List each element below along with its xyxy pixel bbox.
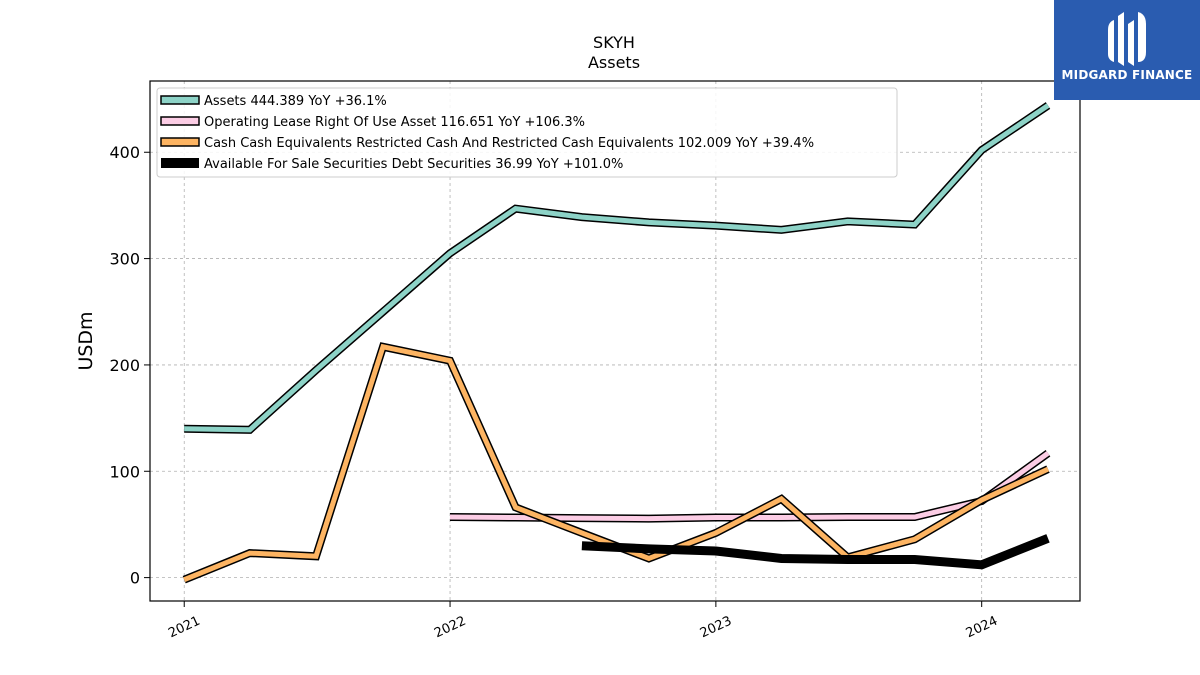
- midgard-mh-logo-icon: [1108, 12, 1146, 66]
- x-tick-label: 2023: [698, 614, 734, 642]
- chart-title: SKYH: [593, 33, 635, 52]
- legend: Assets 444.389 YoY +36.1% Operating Lease…: [156, 87, 898, 178]
- y-axis: 0 100 200 300 400: [109, 143, 150, 588]
- series-line-3: [581, 534, 1050, 570]
- legend-swatch: [160, 116, 200, 126]
- y-tick-label: 200: [109, 356, 140, 375]
- x-axis: 2021 2022 2023 2024: [166, 601, 1000, 641]
- legend-entry-0: Assets 444.389 YoY +36.1%: [160, 94, 387, 109]
- legend-label: Available For Sale Securities Debt Secur…: [204, 157, 623, 172]
- x-tick-label: 2022: [432, 614, 468, 642]
- x-tick-label: 2021: [166, 614, 202, 642]
- series-stroke: [449, 451, 1050, 522]
- legend-label: Cash Cash Equivalents Restricted Cash An…: [204, 136, 814, 151]
- legend-entry-1: Operating Lease Right Of Use Asset 116.6…: [160, 115, 585, 130]
- legend-entry-2: Cash Cash Equivalents Restricted Cash An…: [160, 136, 814, 151]
- y-tick-label: 400: [109, 143, 140, 162]
- series-lines: [182, 102, 1051, 584]
- y-tick-label: 100: [109, 462, 140, 481]
- series-stroke: [581, 534, 1050, 570]
- legend-swatch: [161, 158, 199, 168]
- legend-box: [156, 87, 898, 178]
- legend-label: Operating Lease Right Of Use Asset 116.6…: [204, 115, 585, 130]
- x-tick-label: 2024: [964, 614, 1000, 642]
- legend-swatch: [160, 137, 200, 147]
- legend-swatch: [160, 95, 200, 105]
- legend-label: Assets 444.389 YoY +36.1%: [204, 94, 387, 109]
- plot-frame: [149, 80, 1081, 602]
- brand-name: MIDGARD FINANCE: [1061, 68, 1193, 82]
- series-stroke: [184, 103, 1050, 433]
- legend-entry-3: Available For Sale Securities Debt Secur…: [161, 157, 623, 172]
- series-line-1: [449, 449, 1051, 523]
- y-tick-label: 0: [130, 569, 140, 588]
- series-line-0: [184, 102, 1051, 434]
- y-axis-label: USDm: [75, 311, 97, 370]
- brand-logo: MIDGARD FINANCE: [1054, 0, 1200, 100]
- y-tick-label: 300: [109, 250, 140, 269]
- chart-subtitle: Assets: [588, 53, 640, 72]
